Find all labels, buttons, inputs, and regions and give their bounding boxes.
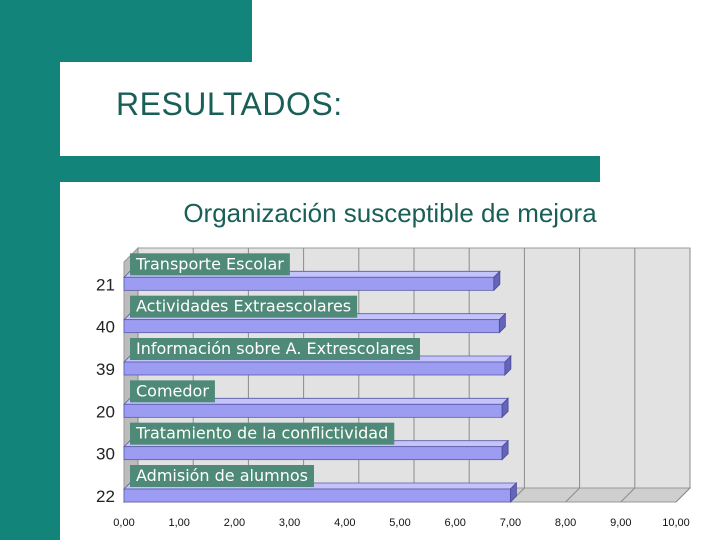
bar-end xyxy=(493,270,501,292)
category-label-box xyxy=(130,253,290,276)
x-tick-label: 9,00 xyxy=(610,517,631,529)
divider-bar xyxy=(0,156,600,182)
category-labels: Transporte Escolar Actividades Extraescol… xyxy=(130,253,420,487)
category-label-box xyxy=(130,422,395,445)
x-tick-label: 6,00 xyxy=(444,517,465,529)
category-label-box xyxy=(130,465,314,487)
left-accent-strip xyxy=(0,0,60,540)
bar-end xyxy=(504,355,512,376)
category-label: Actividades Extraescolares xyxy=(130,295,358,318)
bar-end xyxy=(501,397,509,419)
bar xyxy=(123,482,518,503)
category-label-box xyxy=(130,295,358,318)
bar-front xyxy=(123,276,495,291)
bar-end xyxy=(501,439,509,461)
bar xyxy=(123,397,510,419)
category-label: Admisión de alumnos xyxy=(130,465,314,487)
category-label: Información sobre A. Extrescolares xyxy=(130,338,420,360)
x-tick-label: 8,00 xyxy=(555,517,576,529)
page-title: RESULTADOS: xyxy=(116,86,343,122)
x-tick-label: 10,00 xyxy=(662,517,690,529)
category-label-text: Admisión de alumnos xyxy=(136,466,308,485)
x-tick-label: 4,00 xyxy=(334,517,355,529)
bar-end xyxy=(498,312,506,334)
bar xyxy=(123,270,501,292)
count-label: 22 xyxy=(96,487,115,506)
category-label-text: Información sobre A. Extrescolares xyxy=(136,339,414,358)
gridline-floor xyxy=(675,487,691,503)
count-label: 30 xyxy=(96,445,115,464)
count-label: 21 xyxy=(96,275,115,294)
category-label-box xyxy=(130,338,420,360)
category-label-text: Comedor xyxy=(136,381,209,400)
bar-front xyxy=(123,403,503,418)
category-label-text: Tratamiento de la conflictividad xyxy=(135,424,388,443)
bar-front xyxy=(123,319,500,334)
gridline-floor xyxy=(620,487,636,503)
gridline-floor xyxy=(565,487,580,503)
bar-front xyxy=(123,488,511,503)
category-label-text: Actividades Extraescolares xyxy=(136,297,351,316)
count-label: 40 xyxy=(96,318,115,337)
category-label: Comedor xyxy=(130,380,215,403)
x-axis-ticks: 0,00 1,00 2,00 3,00 4,00 5,00 6,00 7,00 8,00 9,00… xyxy=(113,517,689,529)
category-label: Tratamiento de la conflictividad xyxy=(130,422,395,445)
x-tick-label: 5,00 xyxy=(389,517,410,529)
chart-title: Organización susceptible de mejora xyxy=(183,198,597,228)
x-tick-label: 2,00 xyxy=(224,517,245,529)
category-label-box xyxy=(130,380,215,403)
count-label: 20 xyxy=(96,402,115,421)
x-tick-label: 0,00 xyxy=(113,517,134,529)
x-tick-label: 3,00 xyxy=(279,517,300,529)
bar-front xyxy=(123,446,503,461)
category-label: Transporte Escolar xyxy=(130,253,290,276)
x-tick-label: 1,00 xyxy=(168,517,189,529)
x-tick-label: 7,00 xyxy=(500,517,521,529)
count-label: 39 xyxy=(96,360,115,379)
bar-front xyxy=(123,361,506,376)
title-panel xyxy=(60,62,620,156)
category-label-text: Transporte Escolar xyxy=(135,254,284,273)
bar-end xyxy=(509,482,517,503)
count-labels: 21 40 39 20 30 22 xyxy=(96,275,115,506)
